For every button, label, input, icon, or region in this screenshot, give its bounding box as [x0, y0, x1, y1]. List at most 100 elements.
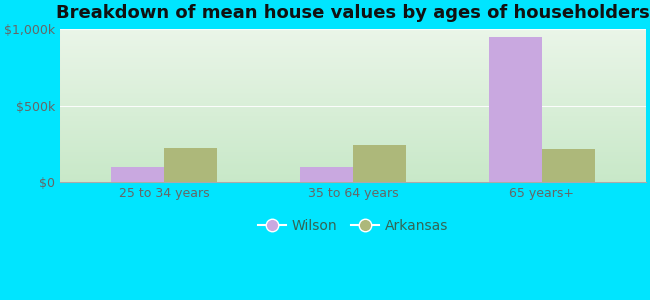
Bar — [111, 167, 164, 182]
Bar — [60, 126, 646, 127]
Bar — [60, 123, 646, 124]
Bar — [60, 63, 646, 64]
Bar — [300, 167, 353, 182]
Bar — [60, 171, 646, 172]
Bar — [60, 79, 646, 80]
Bar — [60, 136, 646, 137]
Bar — [60, 114, 646, 115]
Bar — [60, 96, 646, 97]
Bar — [60, 155, 646, 156]
Bar — [60, 103, 646, 104]
Bar — [60, 42, 646, 43]
Bar — [60, 170, 646, 171]
Bar — [60, 149, 646, 150]
Bar — [60, 165, 646, 166]
Bar — [60, 138, 646, 139]
Bar — [60, 38, 646, 39]
Bar — [60, 122, 646, 123]
Bar — [60, 158, 646, 159]
Bar — [60, 152, 646, 153]
Bar — [60, 87, 646, 88]
Bar — [60, 89, 646, 90]
Bar — [60, 97, 646, 98]
Bar — [60, 49, 646, 50]
Bar — [60, 40, 646, 41]
Bar — [60, 147, 646, 148]
Bar — [60, 41, 646, 42]
Bar — [60, 29, 646, 30]
Bar — [60, 163, 646, 164]
Bar — [60, 144, 646, 145]
Bar — [60, 44, 646, 45]
Bar — [60, 142, 646, 143]
Bar — [60, 137, 646, 138]
Bar — [60, 146, 646, 147]
Bar — [60, 168, 646, 169]
Bar — [60, 57, 646, 58]
Bar — [60, 131, 646, 132]
Bar — [60, 46, 646, 47]
Bar — [60, 178, 646, 179]
Bar — [60, 181, 646, 182]
Bar — [60, 48, 646, 49]
Bar — [60, 174, 646, 175]
Bar — [60, 145, 646, 146]
Bar — [60, 135, 646, 136]
Bar — [60, 65, 646, 66]
Bar — [60, 115, 646, 116]
Bar — [60, 100, 646, 101]
Bar — [60, 78, 646, 79]
Bar — [60, 120, 646, 121]
Bar — [164, 148, 217, 182]
Bar — [60, 139, 646, 140]
Bar — [60, 95, 646, 96]
Bar — [60, 113, 646, 114]
Bar — [60, 129, 646, 130]
Bar — [60, 90, 646, 91]
Bar — [60, 93, 646, 94]
Bar — [60, 105, 646, 106]
Bar — [60, 66, 646, 67]
Bar — [60, 31, 646, 32]
Bar — [60, 134, 646, 135]
Bar — [60, 92, 646, 93]
Bar — [60, 55, 646, 56]
Bar — [60, 157, 646, 158]
Bar — [60, 50, 646, 51]
Bar — [60, 175, 646, 176]
Bar — [60, 75, 646, 76]
Bar — [60, 141, 646, 142]
Bar — [60, 173, 646, 174]
Bar — [60, 81, 646, 82]
Bar — [60, 154, 646, 155]
Bar — [60, 99, 646, 100]
Bar — [60, 62, 646, 63]
Bar — [60, 74, 646, 75]
Bar — [60, 36, 646, 37]
Bar — [60, 121, 646, 122]
Bar — [60, 91, 646, 92]
Bar — [60, 112, 646, 113]
Bar — [60, 72, 646, 73]
Bar — [60, 60, 646, 61]
Bar — [60, 68, 646, 69]
Bar — [60, 64, 646, 65]
Bar — [60, 148, 646, 149]
Bar — [60, 164, 646, 165]
Bar — [60, 83, 646, 84]
Bar — [60, 34, 646, 35]
Bar — [60, 153, 646, 154]
Bar — [489, 37, 542, 182]
Bar — [60, 119, 646, 120]
Bar — [60, 94, 646, 95]
Bar — [60, 156, 646, 157]
Bar — [60, 33, 646, 34]
Bar — [60, 162, 646, 163]
Bar — [60, 106, 646, 107]
Bar — [60, 61, 646, 62]
Bar — [60, 108, 646, 109]
Bar — [60, 53, 646, 54]
Bar — [60, 32, 646, 33]
Bar — [60, 84, 646, 85]
Bar — [60, 54, 646, 55]
